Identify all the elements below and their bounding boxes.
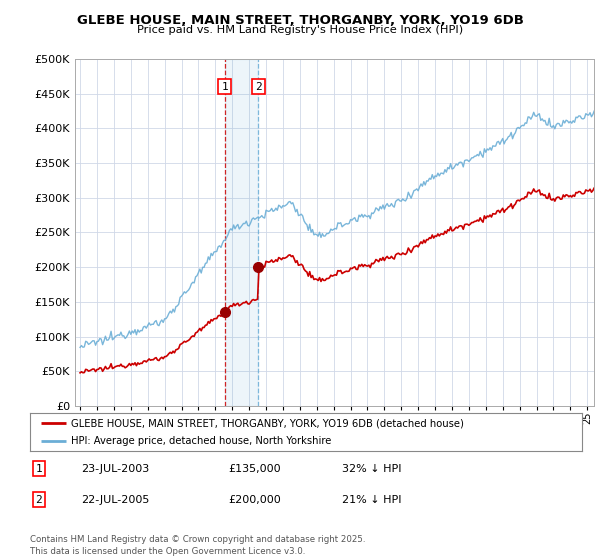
Text: 1: 1 bbox=[221, 82, 228, 92]
Text: 32% ↓ HPI: 32% ↓ HPI bbox=[342, 464, 401, 474]
Text: HPI: Average price, detached house, North Yorkshire: HPI: Average price, detached house, Nort… bbox=[71, 436, 332, 446]
Text: Contains HM Land Registry data © Crown copyright and database right 2025.
This d: Contains HM Land Registry data © Crown c… bbox=[30, 535, 365, 556]
Text: 21% ↓ HPI: 21% ↓ HPI bbox=[342, 494, 401, 505]
Text: £135,000: £135,000 bbox=[228, 464, 281, 474]
Text: Price paid vs. HM Land Registry's House Price Index (HPI): Price paid vs. HM Land Registry's House … bbox=[137, 25, 463, 35]
Text: 2: 2 bbox=[255, 82, 262, 92]
Text: £200,000: £200,000 bbox=[228, 494, 281, 505]
Text: 1: 1 bbox=[35, 464, 43, 474]
Text: GLEBE HOUSE, MAIN STREET, THORGANBY, YORK, YO19 6DB (detached house): GLEBE HOUSE, MAIN STREET, THORGANBY, YOR… bbox=[71, 418, 464, 428]
Text: 23-JUL-2003: 23-JUL-2003 bbox=[81, 464, 149, 474]
Bar bbox=[224, 59, 259, 406]
Text: GLEBE HOUSE, MAIN STREET, THORGANBY, YORK, YO19 6DB: GLEBE HOUSE, MAIN STREET, THORGANBY, YOR… bbox=[77, 14, 523, 27]
Text: 22-JUL-2005: 22-JUL-2005 bbox=[81, 494, 149, 505]
Text: 2: 2 bbox=[35, 494, 43, 505]
